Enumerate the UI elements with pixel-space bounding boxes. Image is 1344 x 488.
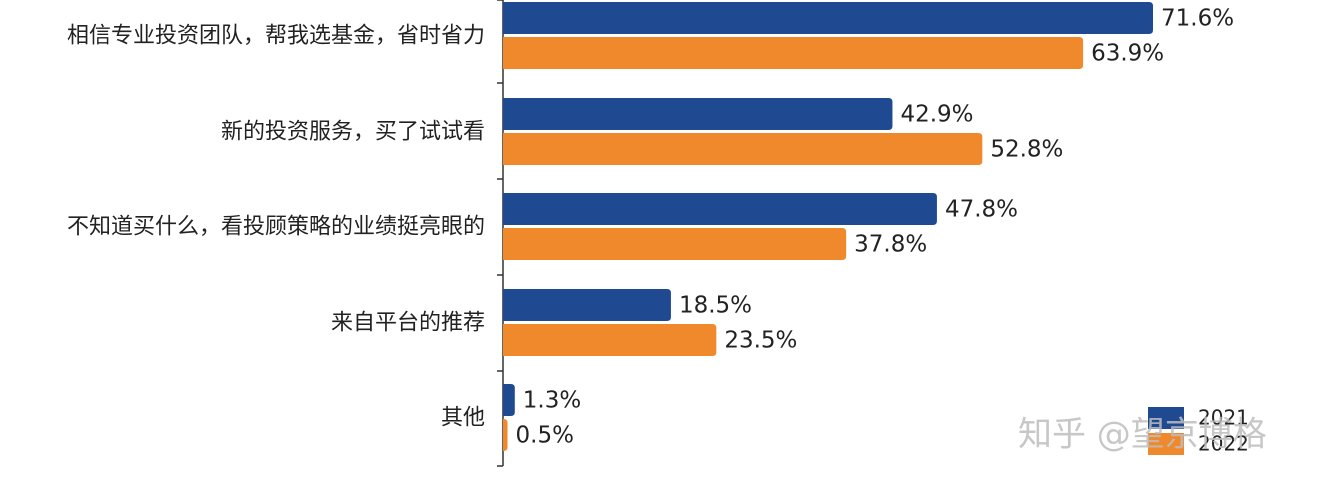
bar-2021-4 (503, 384, 515, 416)
category-label: 新的投资服务，买了试试看 (221, 120, 485, 145)
data-label: 18.5% (679, 293, 752, 319)
legend-swatch-2022 (1148, 433, 1184, 455)
category-label: 相信专业投资团队，帮我选基金，省时省力 (67, 24, 485, 49)
data-label: 71.6% (1161, 6, 1234, 32)
bar-2021-2 (503, 193, 937, 225)
bar-2021-0 (503, 2, 1153, 34)
data-label: 52.8% (990, 137, 1063, 163)
axis-layer (497, 0, 504, 467)
category-label: 来自平台的推荐 (331, 311, 485, 336)
bar-2022-0 (503, 37, 1084, 69)
category-label: 其他 (441, 406, 485, 431)
bars-layer (503, 2, 1153, 451)
data-label: 1.3% (523, 388, 581, 414)
bar-2021-1 (503, 98, 893, 130)
data-label: 37.8% (854, 232, 927, 258)
bar-2022-2 (503, 228, 847, 260)
bar-2022-1 (503, 133, 983, 165)
labels-layer: 相信专业投资团队，帮我选基金，省时省力新的投资服务，买了试试看不知道买什么，看投… (67, 6, 1234, 449)
bar-2022-3 (503, 324, 717, 356)
watermark-layer: 知乎 @望京博格 (1018, 415, 1267, 455)
data-label: 0.5% (516, 423, 574, 449)
category-label: 不知道买什么，看投顾策略的业绩挺亮眼的 (67, 215, 485, 240)
data-label: 42.9% (900, 102, 973, 128)
data-label: 63.9% (1091, 41, 1164, 67)
bar-2022-4 (503, 419, 508, 451)
bar-2021-3 (503, 289, 671, 321)
legend-label-2022: 2022 (1198, 432, 1249, 456)
legend-swatch-2021 (1148, 407, 1184, 429)
legend-label-2021: 2021 (1198, 406, 1249, 430)
watermark-text: 知乎 @望京博格 (1018, 415, 1267, 455)
data-label: 23.5% (724, 328, 797, 354)
data-label: 47.8% (945, 197, 1018, 223)
